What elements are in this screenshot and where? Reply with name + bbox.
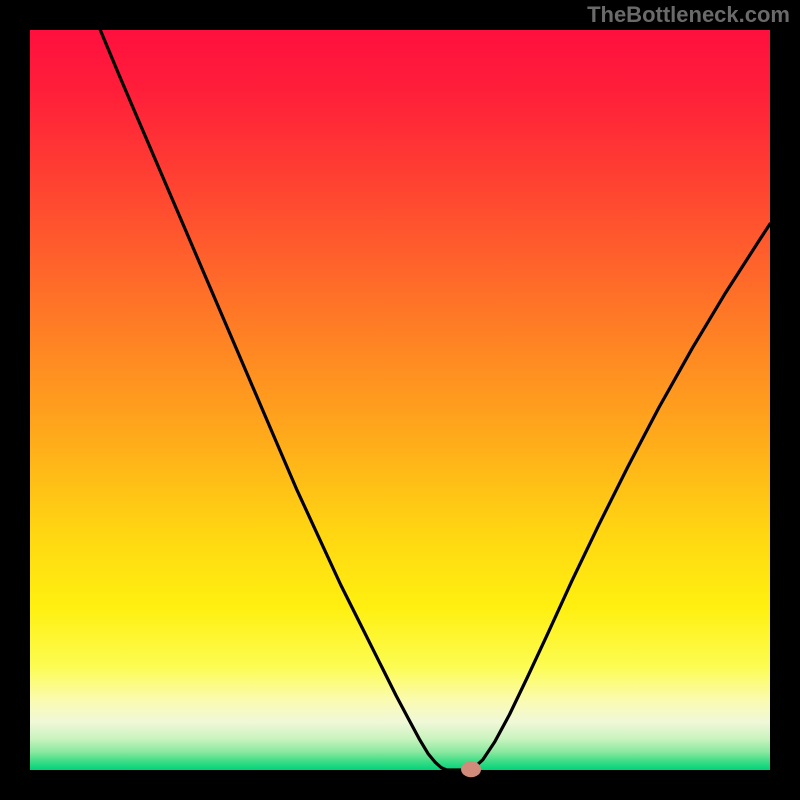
optimal-point-marker [461,761,481,777]
chart-background [30,30,770,770]
watermark-text: TheBottleneck.com [587,2,790,28]
